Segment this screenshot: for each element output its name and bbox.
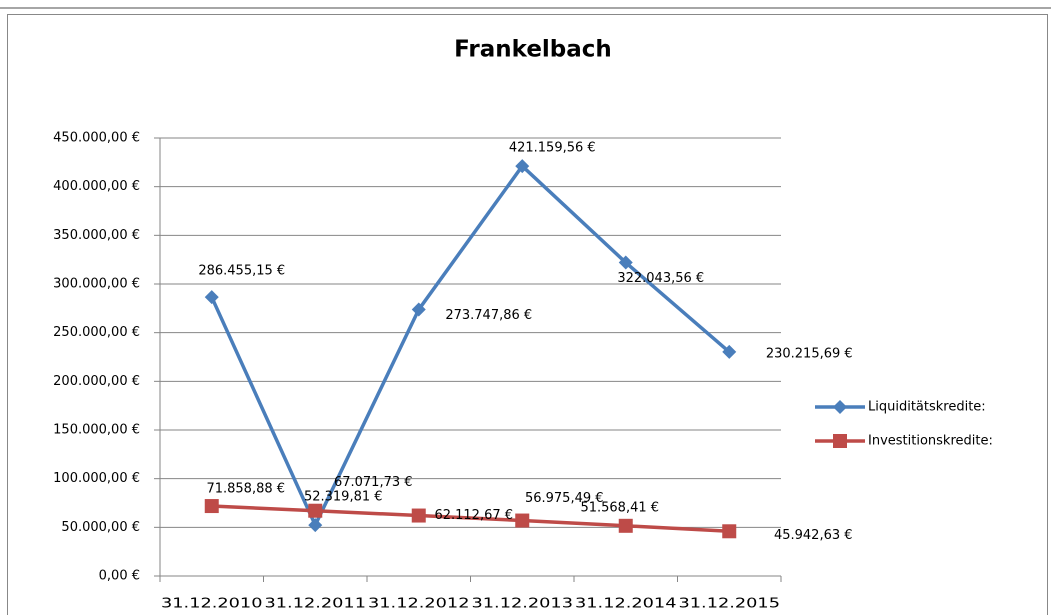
data-label: 322.043,56 €: [617, 271, 704, 286]
data-label: 71.858,88 €: [206, 482, 285, 497]
marker: [204, 499, 219, 514]
data-label: 51.568,41 €: [580, 500, 659, 515]
y-tick-label: 200.000,00 €: [53, 374, 140, 389]
y-tick-label: 400.000,00 €: [53, 179, 140, 194]
data-label: 273.747,86 €: [445, 308, 532, 323]
data-label: 52.319,81 €: [304, 490, 383, 505]
marker: [618, 518, 633, 533]
x-tick-label: 31.12.2013: [472, 597, 574, 612]
y-tick-label: 150.000,00 €: [53, 423, 140, 438]
y-tick-label: 100.000,00 €: [53, 471, 140, 486]
data-label: 56.975,49 €: [525, 491, 604, 506]
legend-label: Liquiditätskredite:: [868, 400, 986, 415]
chart-title: Frankelbach: [454, 37, 612, 63]
marker: [411, 508, 426, 523]
marker: [722, 524, 737, 539]
marker: [411, 302, 426, 317]
legend-marker: [833, 400, 847, 414]
x-tick-label: 31.12.2015: [679, 597, 781, 612]
marker: [308, 503, 323, 518]
marker: [618, 255, 633, 270]
y-tick-label: 50.000,00 €: [61, 520, 140, 535]
marker: [204, 290, 219, 305]
marker: [722, 344, 737, 359]
series-line: [211, 504, 730, 534]
y-tick-label: 250.000,00 €: [53, 325, 140, 340]
y-tick-label: 300.000,00 €: [53, 277, 140, 292]
data-label: 421.159,56 €: [509, 141, 596, 156]
chart-frame: [7, 14, 1048, 615]
legend-label: Investitionskredite:: [868, 434, 993, 449]
y-tick-label: 0,00 €: [99, 569, 140, 584]
data-label: 286.455,15 €: [198, 264, 285, 279]
y-tick-label: 450.000,00 €: [53, 131, 140, 146]
data-label: 45.942,63 €: [774, 528, 853, 543]
marker: [515, 513, 530, 528]
marker: [308, 518, 323, 533]
x-tick-label: 31.12.2014: [575, 597, 677, 612]
legend-marker: [833, 434, 847, 448]
x-tick-label: 31.12.2011: [265, 597, 367, 612]
series-line: [210, 164, 731, 527]
x-tick-label: 31.12.2012: [368, 597, 470, 612]
data-label: 67.071,73 €: [334, 475, 413, 490]
data-label: 230.215,69 €: [766, 346, 853, 361]
x-tick-label: 31.12.2010: [161, 597, 263, 612]
data-label: 62.112,67 €: [434, 508, 513, 523]
marker: [515, 159, 530, 174]
y-tick-label: 350.000,00 €: [53, 228, 140, 243]
